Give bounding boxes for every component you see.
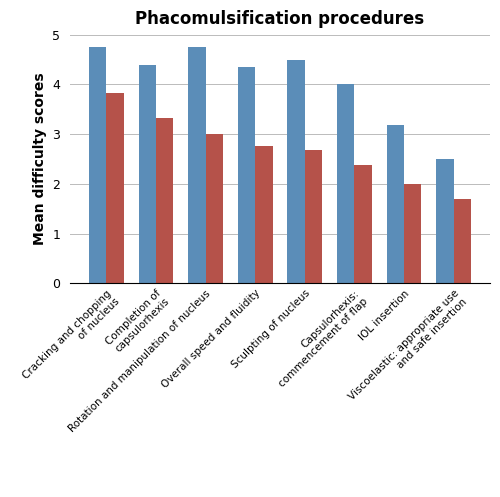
Bar (354, 165, 372, 283)
Bar (255, 146, 272, 283)
Bar (404, 184, 421, 283)
Bar (305, 150, 322, 283)
Bar (337, 84, 354, 283)
Bar (436, 159, 454, 283)
Bar (206, 134, 223, 283)
Bar (89, 47, 106, 283)
Y-axis label: Mean difficulty scores: Mean difficulty scores (32, 73, 46, 246)
Bar (386, 125, 404, 283)
Title: Phacomulsification procedures: Phacomulsification procedures (136, 9, 424, 28)
Bar (454, 199, 471, 283)
Bar (288, 60, 305, 283)
Bar (238, 67, 255, 283)
Bar (188, 47, 206, 283)
Bar (156, 118, 174, 283)
Bar (138, 65, 156, 283)
Bar (106, 93, 124, 283)
